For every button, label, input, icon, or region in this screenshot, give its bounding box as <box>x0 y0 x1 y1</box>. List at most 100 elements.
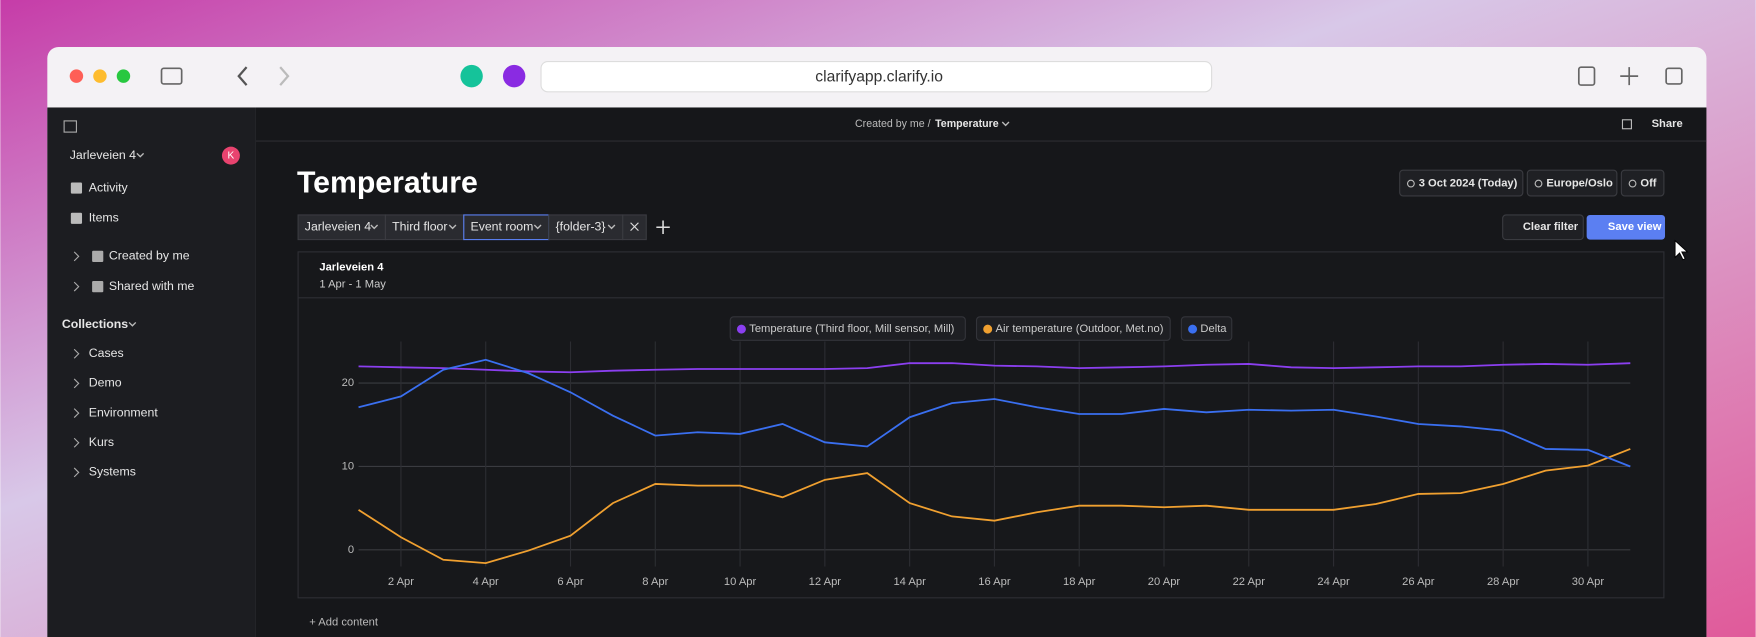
expand <box>73 408 80 418</box>
save-view: Save view <box>1608 221 1662 233</box>
collection[interactable]: Kurs <box>89 435 114 449</box>
x-tick-label: 30 Apr <box>1572 576 1605 588</box>
legend-label: Air temperature (Outdoor, Met.no) <box>996 323 1164 335</box>
header-button[interactable] <box>1526 169 1618 197</box>
header-button-label: Off <box>1640 178 1656 190</box>
breadcrumb-prefix: Created by me / <box>855 118 931 130</box>
collapse[interactable] <box>63 120 77 133</box>
header-button-label: Europe/Oslo <box>1546 178 1613 190</box>
x-tick-label: 8 Apr <box>642 576 668 588</box>
new-tab[interactable] <box>1620 67 1639 86</box>
legend-swatch <box>1188 324 1198 334</box>
legend-chip[interactable] <box>729 316 966 341</box>
collection[interactable]: Environment <box>89 405 159 419</box>
forward[interactable] <box>279 66 290 86</box>
chart-card <box>297 251 1665 599</box>
header-button-label: 3 Oct 2024 (Today) <box>1419 178 1518 190</box>
collection[interactable]: Cases <box>89 346 124 360</box>
x-tick-label: 28 Apr <box>1487 576 1520 588</box>
breadcrumb-current[interactable]: Temperature <box>935 118 999 130</box>
zoom[interactable] <box>116 69 131 83</box>
series-line <box>358 448 1631 565</box>
header-icon <box>1534 179 1543 188</box>
close[interactable] <box>69 69 84 83</box>
expand <box>73 437 80 448</box>
chevron <box>607 224 616 230</box>
expand <box>73 251 80 262</box>
y-tick-label: 0 <box>348 544 354 556</box>
expand <box>73 467 80 478</box>
chevron <box>448 224 457 230</box>
x-tick-label: 14 Apr <box>893 576 926 588</box>
chevron <box>370 224 379 230</box>
x-tick-label: 10 Apr <box>724 576 757 588</box>
x-tick-label: 12 Apr <box>809 576 842 588</box>
back[interactable] <box>237 66 248 86</box>
y-tick-label: 10 <box>342 460 354 472</box>
x-tick-label: 6 Apr <box>557 576 583 588</box>
nav-item[interactable]: Activity <box>89 180 129 194</box>
url: clarifyapp.clarify.io <box>815 68 943 85</box>
filter-label: {folder-3} <box>556 220 606 234</box>
expand <box>73 281 80 292</box>
chevron <box>128 321 137 327</box>
avatar <box>221 146 240 165</box>
x-icon <box>630 222 639 232</box>
minimize[interactable] <box>93 69 107 83</box>
filter-label: Jarleveien 4 <box>305 220 371 234</box>
folder[interactable]: Shared with me <box>109 279 195 293</box>
x-tick-label: 2 Apr <box>388 576 414 588</box>
header-icon <box>1628 179 1637 188</box>
folder-icon <box>92 250 104 262</box>
nav-item[interactable]: Items <box>89 211 119 225</box>
add-content[interactable]: + Add content <box>309 616 379 628</box>
nav-icon <box>70 212 83 224</box>
legend-label: Delta <box>1200 323 1227 335</box>
chart-title: Jarleveien 4 <box>319 262 384 274</box>
cursor <box>1674 239 1689 261</box>
x-tick-label: 26 Apr <box>1402 576 1435 588</box>
avatar-letter: K <box>228 150 235 161</box>
sidebar-toggle[interactable] <box>160 67 183 85</box>
add-filter[interactable] <box>656 220 670 234</box>
address-bar[interactable] <box>540 61 1213 93</box>
clear-filter-btn[interactable] <box>1502 214 1584 241</box>
clear-filter: Clear filter <box>1523 221 1579 233</box>
collection[interactable]: Demo <box>89 376 122 390</box>
filter-label: Third floor <box>392 220 447 234</box>
legend-chip[interactable] <box>1180 316 1233 341</box>
x-tick-label: 22 Apr <box>1233 576 1266 588</box>
grammarly[interactable] <box>460 64 483 88</box>
chart-subtitle: 1 Apr - 1 May <box>319 278 386 290</box>
present-icon <box>1621 119 1632 130</box>
chevron <box>136 152 145 158</box>
expand <box>73 348 80 359</box>
folder[interactable]: Created by me <box>109 249 190 263</box>
save-view-btn[interactable] <box>1586 214 1666 240</box>
tabs[interactable] <box>1665 67 1683 85</box>
expand <box>73 378 80 389</box>
share[interactable]: Share <box>1652 118 1683 130</box>
chevron <box>1001 121 1010 127</box>
collection[interactable]: Systems <box>89 465 136 479</box>
legend-label: Temperature (Third floor, Mill sensor, M… <box>749 323 954 335</box>
y-tick-label: 20 <box>342 377 354 389</box>
share-icon[interactable] <box>1577 66 1596 86</box>
header-button[interactable] <box>1399 169 1524 197</box>
legend-swatch <box>983 324 993 334</box>
header-button[interactable] <box>1620 169 1665 197</box>
header-icon <box>1406 179 1415 188</box>
x-tick-label: 20 Apr <box>1148 576 1181 588</box>
x-tick-label: 24 Apr <box>1317 576 1350 588</box>
legend-swatch <box>736 324 746 334</box>
series-line <box>358 362 1631 374</box>
series-line <box>358 358 1631 468</box>
workspace[interactable]: Jarleveien 4 <box>70 148 136 162</box>
legend-chip[interactable] <box>975 316 1171 341</box>
onepassword[interactable] <box>502 64 526 88</box>
sidebar <box>47 107 256 637</box>
collections-title[interactable]: Collections <box>62 317 128 331</box>
x-tick-label: 4 Apr <box>473 576 499 588</box>
page-title: Temperature <box>297 167 478 200</box>
